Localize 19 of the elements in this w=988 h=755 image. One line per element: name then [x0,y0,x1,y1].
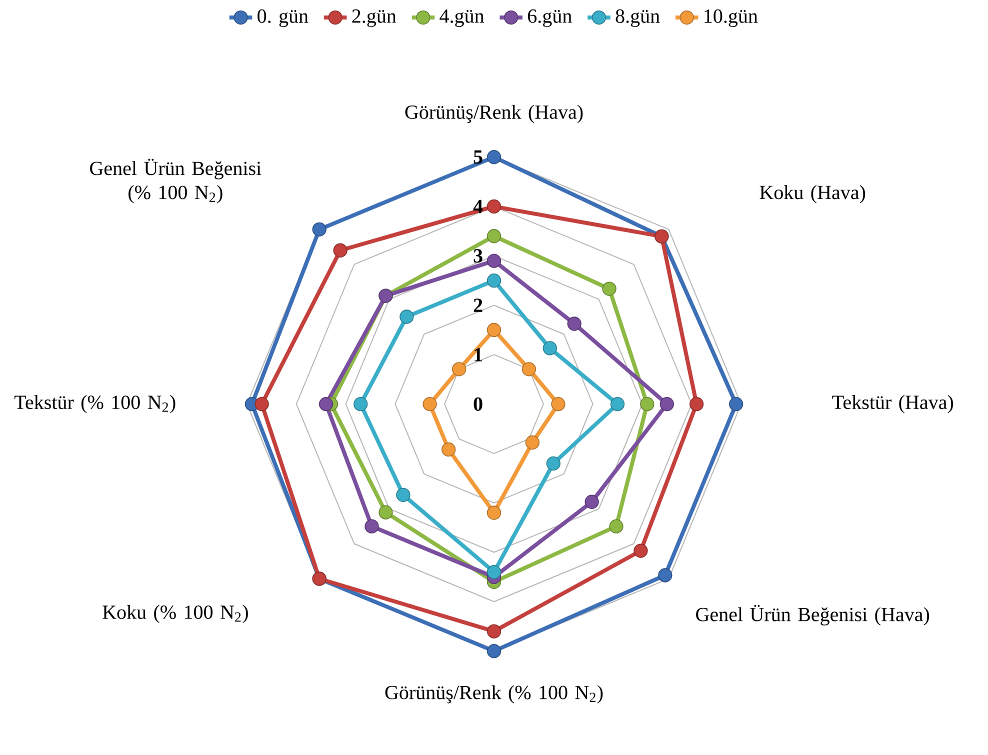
spoke-label: Tekstür (Hava) [832,395,954,414]
legend-label: 2.gün [352,10,396,28]
spoke-label: Genel Ürün Beğenisi (% 100 N$_{2}$) [90,158,262,204]
legend-label: 4.gün [440,10,484,28]
y-tick-label: 1 [474,348,482,362]
spoke-label: Koku (% 100 N$_{2}$) [102,604,248,624]
y-tick-label: 2 [474,298,482,312]
spoke-label: Genel Ürün Beğenisi (Hava) [696,604,930,626]
spoke-label: Tekstür (% 100 N$_{2}$) [14,395,176,414]
spoke-label: Görünüş/Renk (% 100 N$_{2}$) [385,685,603,704]
legend-label: 8.gün [616,9,660,28]
y-tick-label: 3 [474,249,482,263]
spoke-label: Koku (Hava) [760,185,866,204]
legend-label: 0. gün [258,9,308,28]
y-tick-label: 5 [474,150,482,164]
spoke-label: Görünüş/Renk (Hava) [405,104,583,124]
legend-label: 10.gün [704,9,758,28]
legend-label: 6.gün [528,10,572,28]
y-tick-label: 0 [474,397,482,411]
